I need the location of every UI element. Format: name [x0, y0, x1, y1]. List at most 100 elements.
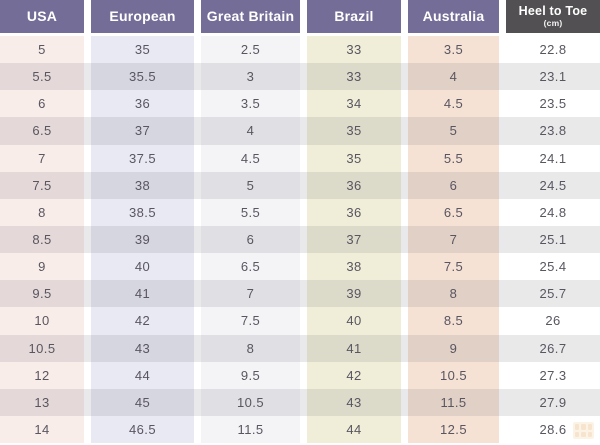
logo-grid-icon	[573, 422, 594, 439]
table-cell: 41	[307, 334, 401, 362]
table-cell: 5	[408, 117, 499, 145]
table-cell: 36	[307, 171, 401, 199]
table-cell: 6.5	[408, 198, 499, 226]
table-cell: 7	[0, 144, 84, 172]
table-cell: 24.8	[506, 198, 600, 226]
table-cell: 5.5	[408, 144, 499, 172]
table-cell: 42	[91, 307, 194, 335]
table-row: 5.5 35.5 3 33 4 23.1	[0, 63, 600, 91]
table-cell: 7.5	[408, 253, 499, 281]
column-header-label: USA	[26, 8, 58, 25]
table-cell: 6	[0, 90, 84, 118]
table-row: 14 46.5 11.5 44 12.5 28.6	[0, 415, 600, 444]
table-cell: 34	[307, 90, 401, 118]
table-cell: 27.3	[506, 361, 600, 389]
logo-grid-cell	[587, 431, 592, 437]
table-row: 5 35 2.5 33 3.5 22.8	[0, 36, 600, 64]
table-cell: 37	[91, 117, 194, 145]
table-cell: 38	[307, 253, 401, 281]
table-cell: 23.1	[506, 63, 600, 91]
table-cell: 11.5	[408, 388, 499, 416]
table-cell: 12	[0, 361, 84, 389]
table-cell: 9.5	[201, 361, 300, 389]
table-cell: 38.5	[91, 198, 194, 226]
table-cell: 6.5	[0, 117, 84, 145]
column-header-great-britain: Great Britain	[201, 0, 300, 33]
column-header-label: Heel to Toe	[518, 4, 588, 19]
table-cell: 13	[0, 388, 84, 416]
table-cell: 14	[0, 415, 84, 444]
table-row: 6.5 37 4 35 5 23.8	[0, 117, 600, 145]
table-cell: 40	[91, 253, 194, 281]
column-header-label: Australia	[422, 8, 485, 25]
table-cell: 3.5	[201, 90, 300, 118]
table-body: 5 35 2.5 33 3.5 22.8 5.5 35.5 3 33 4 23.1 6 36 3.5 34 4.…	[0, 36, 600, 445]
column-header-sublabel: (cm)	[543, 17, 563, 28]
column-header-label: Brazil	[334, 8, 374, 25]
table-cell: 6	[201, 225, 300, 254]
table-cell: 5	[0, 36, 84, 64]
table-cell: 10.5	[0, 334, 84, 362]
table-cell: 23.8	[506, 117, 600, 145]
table-cell: 7.5	[0, 171, 84, 199]
table-row: 8.5 39 6 37 7 25.1	[0, 225, 600, 254]
table-cell: 26	[506, 307, 600, 335]
table-cell: 6.5	[201, 253, 300, 281]
table-cell: 28.6	[506, 415, 600, 444]
table-cell: 24.5	[506, 171, 600, 199]
column-header-heel-to-toe: Heel to Toe (cm)	[506, 0, 600, 33]
table-cell: 12.5	[408, 415, 499, 444]
table-cell: 7	[201, 280, 300, 308]
table-cell: 3	[201, 63, 300, 91]
logo-grid-cell	[575, 424, 580, 430]
table-cell: 37	[307, 225, 401, 254]
table-cell: 44	[307, 415, 401, 444]
logo-grid-cell	[575, 431, 580, 437]
table-cell: 8	[0, 198, 84, 226]
table-cell: 10.5	[201, 388, 300, 416]
column-header-australia: Australia	[408, 0, 499, 33]
table-cell: 44	[91, 361, 194, 389]
table-cell: 43	[91, 334, 194, 362]
table-row: 10 42 7.5 40 8.5 26	[0, 307, 600, 335]
table-cell: 5.5	[0, 63, 84, 91]
table-cell: 3.5	[408, 36, 499, 64]
table-cell: 39	[91, 225, 194, 254]
table-row: 10.5 43 8 41 9 26.7	[0, 334, 600, 362]
table-cell: 10.5	[408, 361, 499, 389]
table-cell: 4.5	[201, 144, 300, 172]
table-cell: 8	[408, 280, 499, 308]
table-row: 9 40 6.5 38 7.5 25.4	[0, 253, 600, 281]
table-cell: 10	[0, 307, 84, 335]
table-row: 6 36 3.5 34 4.5 23.5	[0, 90, 600, 118]
table-cell: 8.5	[408, 307, 499, 335]
table-cell: 42	[307, 361, 401, 389]
table-cell: 43	[307, 388, 401, 416]
table-cell: 4	[408, 63, 499, 91]
table-cell: 4.5	[408, 90, 499, 118]
table-cell: 8	[201, 334, 300, 362]
table-row: 13 45 10.5 43 11.5 27.9	[0, 388, 600, 416]
table-cell: 38	[91, 171, 194, 199]
table-cell: 7.5	[201, 307, 300, 335]
table-row: 9.5 41 7 39 8 25.7	[0, 280, 600, 308]
column-header-usa: USA	[0, 0, 84, 33]
table-cell: 27.9	[506, 388, 600, 416]
table-row: 12 44 9.5 42 10.5 27.3	[0, 361, 600, 389]
table-cell: 35	[307, 117, 401, 145]
table-cell: 24.1	[506, 144, 600, 172]
table-cell: 36	[307, 198, 401, 226]
column-header-label: Great Britain	[206, 8, 295, 25]
logo-grid-cell	[581, 424, 586, 430]
table-cell: 5	[201, 171, 300, 199]
table-cell: 23.5	[506, 90, 600, 118]
table-cell: 5.5	[201, 198, 300, 226]
table-cell: 2.5	[201, 36, 300, 64]
table-cell: 45	[91, 388, 194, 416]
table-cell: 40	[307, 307, 401, 335]
column-header-european: European	[91, 0, 194, 33]
table-cell: 22.8	[506, 36, 600, 64]
table-cell: 4	[201, 117, 300, 145]
table-row: 7.5 38 5 36 6 24.5	[0, 171, 600, 199]
table-cell: 35	[91, 36, 194, 64]
